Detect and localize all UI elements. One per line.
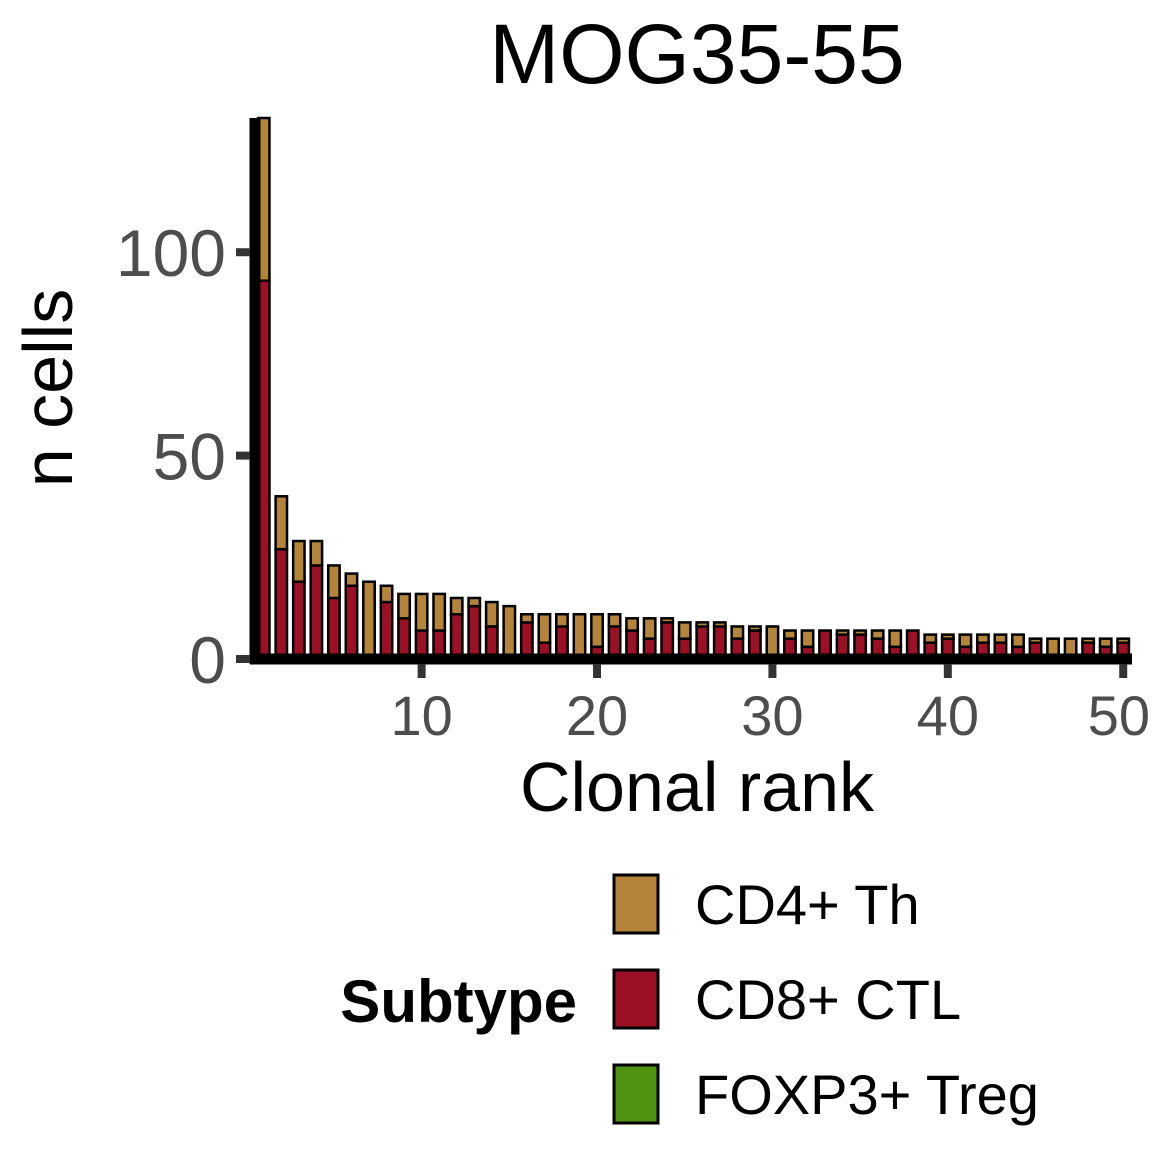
bar-segment-26-cd4-th (695, 621, 710, 628)
bar-segment-27-cd4-th (712, 621, 727, 628)
bar-segment-3-cd8-ctl (291, 580, 306, 661)
bar-segment-28-cd4-th (730, 625, 745, 640)
y-tick-label: 100 (116, 216, 226, 290)
bar-segment-16-cd4-th (519, 613, 534, 624)
bar-segment-4-cd8-ctl (309, 564, 324, 661)
x-axis-title: Clonal rank (520, 748, 875, 826)
bar-segment-11-cd4-th (432, 592, 447, 632)
bar-segment-3-cd4-th (291, 539, 306, 583)
legend-swatch-cd8-ctl (612, 968, 660, 1030)
bar-segment-13-cd4-th (467, 596, 482, 608)
x-ticks: 10 20 30 40 50 (390, 664, 1150, 747)
bar-segment-50-cd4-th (1116, 637, 1131, 644)
y-axis-title: n cells (9, 289, 87, 487)
bar-segment-18-cd4-th (554, 613, 569, 628)
bar-segment-2-cd8-ctl (274, 547, 289, 661)
bar-segment-15-cd4-th (502, 604, 517, 661)
bar-segment-25-cd4-th (677, 621, 692, 640)
legend-swatch-foxp3-treg (612, 1063, 660, 1125)
y-ticks: 0 50 100 (116, 216, 250, 697)
bar-segment-9-cd8-ctl (397, 617, 412, 661)
legend-swatch-cd4-th (612, 873, 660, 935)
bar-segment-21-cd4-th (607, 613, 622, 628)
bar-segment-43-cd4-th (993, 633, 1008, 644)
bars-layer (256, 116, 1131, 661)
legend-label-foxp3-treg: FOXP3+ Treg (695, 1063, 1039, 1126)
bar-segment-40-cd4-th (940, 633, 955, 640)
bar-segment-4-cd4-th (309, 539, 324, 567)
bar-segment-10-cd4-th (414, 592, 429, 632)
y-tick-label: 50 (153, 420, 226, 494)
bar-segment-9-cd4-th (397, 592, 412, 620)
legend-label-cd8-ctl: CD8+ CTL (695, 968, 961, 1031)
bar-segment-20-cd4-th (590, 613, 604, 649)
bar-segment-7-cd4-th (362, 580, 376, 661)
bar-segment-19-cd4-th (572, 613, 587, 661)
bar-segment-8-cd8-ctl (379, 600, 394, 661)
legend-label-cd4-th: CD4+ Th (695, 873, 920, 936)
bar-segment-35-cd4-th (853, 629, 868, 636)
bar-segment-5-cd4-th (326, 564, 341, 600)
bar-segment-45-cd4-th (1028, 637, 1043, 644)
bar-segment-24-cd4-th (660, 617, 675, 624)
bar-segment-22-cd4-th (625, 617, 640, 632)
bar-segment-2-cd4-th (274, 495, 289, 551)
bar-segment-29-cd4-th (747, 625, 762, 632)
bar-segment-23-cd4-th (642, 617, 657, 640)
legend-title: Subtype (340, 968, 577, 1035)
legend: CD4+ Th CD8+ CTL FOXP3+ Treg (612, 873, 1039, 1126)
bar-segment-49-cd4-th (1098, 637, 1113, 649)
bar-segment-17-cd4-th (537, 613, 552, 644)
chart-title: MOG35-55 (489, 7, 905, 101)
bar-segment-32-cd4-th (800, 629, 815, 649)
x-tick-label: 30 (741, 684, 803, 747)
bar-segment-13-cd8-ctl (467, 604, 482, 661)
x-tick-label: 20 (566, 684, 628, 747)
bar-segment-31-cd4-th (783, 629, 797, 640)
x-tick-label: 10 (390, 684, 452, 747)
bar-segment-12-cd4-th (449, 596, 464, 616)
bar-segment-6-cd4-th (344, 572, 359, 588)
x-tick-label: 50 (1088, 684, 1150, 747)
bar-segment-36-cd4-th (870, 629, 885, 640)
y-tick-label: 0 (189, 623, 226, 697)
bar-segment-12-cd8-ctl (449, 613, 464, 661)
bar-segment-5-cd8-ctl (326, 596, 341, 661)
x-tick-label: 40 (917, 684, 979, 747)
bar-segment-39-cd4-th (923, 633, 938, 644)
bar-segment-34-cd4-th (835, 629, 850, 636)
bar-segment-48-cd4-th (1081, 637, 1096, 644)
bar-segment-44-cd4-th (1011, 633, 1025, 649)
bar-segment-6-cd8-ctl (344, 584, 359, 661)
bar-segment-8-cd4-th (379, 584, 394, 604)
bar-segment-37-cd4-th (888, 629, 903, 649)
bar-segment-14-cd4-th (484, 600, 499, 628)
bar-segment-41-cd4-th (958, 633, 973, 649)
bar-segment-42-cd4-th (975, 633, 990, 644)
